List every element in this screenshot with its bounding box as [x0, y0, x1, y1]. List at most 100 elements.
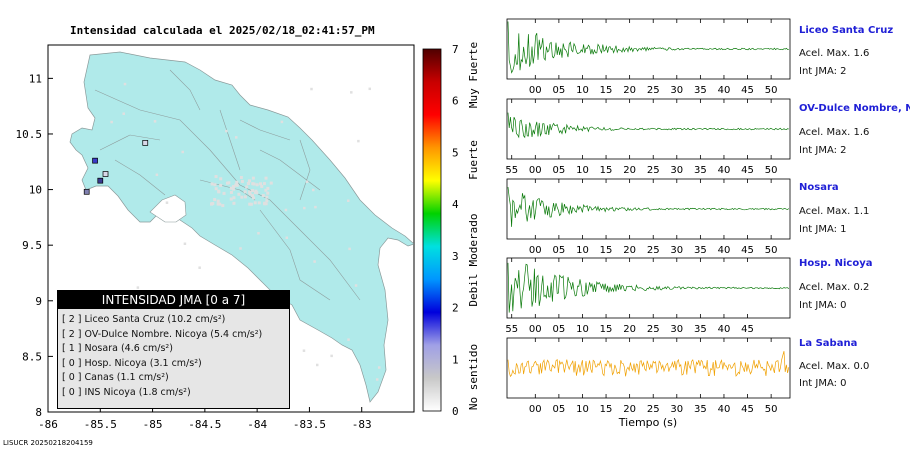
trace-tick-label: 20: [623, 245, 636, 256]
city-dot: [251, 176, 255, 180]
station-name-liceo: Liceo Santa Cruz: [799, 25, 894, 36]
trace-tick-label: 20: [623, 165, 636, 176]
city-dot: [347, 199, 350, 202]
city-dot: [234, 136, 238, 139]
footer-id: LISUCR 20250218204159: [3, 439, 93, 447]
trace-tick-label: 00: [529, 245, 542, 256]
city-dot: [302, 349, 306, 352]
city-dot: [347, 338, 350, 341]
city-dot: [284, 208, 288, 212]
station-name-dulce-nombre: OV-Dulce Nombre, Nicoya: [799, 103, 910, 114]
city-dot: [232, 196, 236, 200]
trace-frame: [506, 18, 791, 80]
city-dot: [377, 366, 381, 369]
station-int: Int JMA: 2: [799, 66, 847, 77]
city-dot: [261, 194, 265, 198]
trace-tick-label: 25: [647, 165, 660, 176]
city-dot: [260, 184, 264, 188]
map-y-tick-label: 11: [29, 72, 42, 85]
trace-tick-label: 05: [553, 165, 566, 176]
colorbar-category-label: Fuerte: [467, 140, 480, 180]
trace-tick-label: 50: [765, 404, 778, 415]
city-dot: [217, 189, 221, 193]
trace-panel: 00 05 10 15 20 25 30 35 40 45 50: [506, 337, 791, 415]
map-x-tick-label: -86: [38, 418, 58, 431]
legend-row: [ 0 ] INS Nicoya (1.8 cm/s²): [62, 386, 191, 398]
colorbar-tick-label: 1: [452, 353, 459, 366]
trace-tick-label: 50: [765, 85, 778, 96]
city-dot: [313, 260, 316, 263]
trace-tick-label: 40: [718, 245, 731, 256]
trace-tick-label: 15: [600, 404, 613, 415]
station-marker: [83, 188, 90, 195]
city-dot: [239, 175, 243, 179]
city-dot: [240, 195, 244, 199]
colorbar-tick-label: 3: [452, 250, 459, 263]
station-marker: [92, 157, 98, 164]
city-dot: [247, 179, 251, 183]
city-dot: [249, 202, 253, 206]
trace-tick-label: 25: [647, 324, 660, 335]
city-dot: [240, 179, 244, 183]
city-dot: [216, 202, 220, 206]
trace-tick-label: 15: [600, 245, 613, 256]
trace-tick-label: 50: [765, 165, 778, 176]
city-dot: [368, 87, 371, 91]
city-dot: [232, 201, 236, 205]
station-int: Int JMA: 2: [799, 145, 847, 156]
station-marker: [102, 171, 109, 177]
legend-title: INTENSIDAD JMA [0 a 7]: [58, 291, 289, 309]
city-dot: [181, 150, 184, 154]
station-name-la-sabana: La Sabana: [799, 338, 858, 349]
city-dot: [234, 183, 238, 187]
legend-row: [ 2 ] Liceo Santa Cruz (10.2 cm/s²): [62, 314, 226, 325]
trace-tick-label: 15: [600, 85, 613, 96]
city-dot: [213, 183, 217, 187]
city-dot: [110, 120, 113, 124]
city-dot: [264, 176, 268, 180]
station-int: Int JMA: 0: [799, 378, 847, 389]
city-dot: [348, 247, 351, 251]
station-int: Int JMA: 0: [799, 300, 847, 311]
legend-row: [ 0 ] Canas (1.1 cm/s²): [62, 372, 169, 383]
colorbar-tick-label: 4: [452, 198, 459, 211]
city-dot: [254, 189, 258, 193]
trace-tick-label: 25: [647, 245, 660, 256]
trace-tick-label: 30: [670, 165, 683, 176]
city-dot: [263, 202, 267, 206]
colorbar-gradient: [422, 48, 442, 412]
city-dot: [314, 205, 317, 209]
city-dot: [231, 185, 235, 189]
trace-panel: 55 00 05 10 15 20 25 30 35 40 45 50: [505, 98, 791, 176]
city-dot: [251, 194, 255, 198]
waveform-line: [507, 187, 790, 227]
city-dot: [252, 196, 256, 200]
colorbar-tick-label: 5: [452, 146, 459, 159]
city-dot: [210, 182, 214, 186]
trace-panel: 00 05 10 15 20 25 30 35 40 45 50: [506, 178, 791, 256]
map-y-tick-label: 10: [29, 184, 42, 197]
city-dot: [375, 378, 379, 381]
city-dot: [243, 195, 247, 199]
city-dot: [153, 120, 157, 123]
city-dot: [122, 112, 125, 115]
city-dot: [247, 181, 251, 185]
trace-tick-label: 40: [718, 324, 731, 335]
trace-frame: [506, 178, 791, 240]
map-x-tick-label: -85.5: [84, 418, 117, 431]
trace-tick-label: 55: [505, 165, 518, 176]
trace-tick-label: 20: [623, 324, 636, 335]
legend-row: [ 1 ] Nosara (4.6 cm/s²): [62, 343, 173, 354]
city-dot: [265, 195, 269, 199]
city-dot: [266, 186, 270, 190]
trace-tick-label: 20: [623, 404, 636, 415]
trace-tick-label: 25: [647, 404, 660, 415]
waveform-line: [507, 112, 789, 139]
city-dot: [305, 180, 309, 184]
city-dot: [303, 206, 306, 210]
city-dot: [123, 82, 127, 86]
trace-tick-label: 45: [741, 404, 754, 415]
trace-tick-label: 40: [718, 165, 731, 176]
city-dot: [248, 190, 252, 194]
